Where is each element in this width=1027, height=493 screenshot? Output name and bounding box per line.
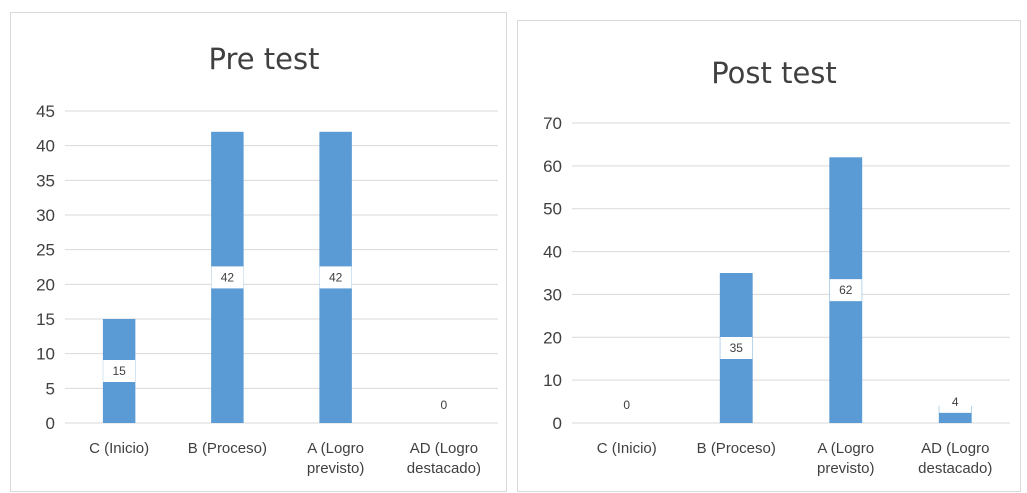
pre-data-label-box-1	[211, 266, 244, 289]
post-data-label-2: 62	[839, 283, 853, 297]
pre-data-label-1: 42	[221, 270, 235, 284]
post-category-label-1: B (Proceso)	[697, 440, 776, 457]
pre-y-tick-label: 35	[36, 171, 55, 190]
post-test-chart-panel: Post test 0 10 20 30 40 50 60 70 0 C (Inicio) 35 B (…	[517, 20, 1021, 492]
post-y-tick-label: 60	[543, 157, 562, 176]
post-category-label-3: AD (Logro	[921, 440, 989, 457]
pre-category-label-3: AD (Logro	[410, 440, 478, 457]
post-y-tick-label: 30	[543, 285, 562, 304]
pre-category-label-2: previsto)	[307, 460, 365, 477]
post-category-label-2: A (Logro	[817, 440, 874, 457]
post-chart-title: Post test	[711, 56, 837, 90]
post-category-label-0: C (Inicio)	[597, 440, 657, 457]
pre-category-label-2: A (Logro	[307, 440, 364, 457]
pre-data-label-0: 15	[112, 364, 126, 378]
pre-chart-title: Pre test	[208, 42, 319, 76]
post-category-label-2: previsto)	[817, 460, 875, 477]
post-y-tick-label: 70	[543, 114, 562, 133]
pre-test-chart: Pre test 0 5 10 15 20 25 30 35 40 45 15 C (Inicio) 42…	[36, 42, 498, 477]
post-data-label-1: 35	[730, 341, 744, 355]
pre-test-chart-panel: Pre test 0 5 10 15 20 25 30 35 40 45 15 C (Inicio) 42…	[10, 12, 507, 492]
post-data-label-3: 4	[952, 395, 959, 409]
post-test-chart: Post test 0 10 20 30 40 50 60 70 0 C (Inicio) 35 B (…	[543, 56, 1010, 477]
pre-y-tick-label: 0	[46, 414, 55, 433]
post-y-tick-label: 0	[553, 414, 562, 433]
pre-y-tick-label: 5	[46, 379, 55, 398]
pre-data-label-2: 42	[329, 270, 343, 284]
pre-data-label-3: 0	[441, 398, 448, 412]
pre-category-label-3: destacado)	[407, 460, 481, 477]
post-data-label-box-1	[720, 337, 753, 359]
pre-y-tick-label: 15	[36, 310, 55, 329]
pre-y-tick-label: 10	[36, 345, 55, 364]
pre-y-tick-label: 20	[36, 275, 55, 294]
pre-data-label-box-2	[319, 266, 352, 289]
pre-y-tick-label: 30	[36, 206, 55, 225]
pre-y-tick-label: 45	[36, 102, 55, 121]
post-data-label-box-3	[939, 390, 972, 413]
pre-data-label-box-0	[103, 360, 136, 382]
post-y-tick-label: 50	[543, 200, 562, 219]
post-category-label-3: destacado)	[918, 460, 992, 477]
post-y-tick-label: 10	[543, 371, 562, 390]
post-y-tick-label: 40	[543, 243, 562, 262]
pre-category-label-1: B (Proceso)	[188, 440, 267, 457]
pre-category-label-0: C (Inicio)	[89, 440, 149, 457]
post-data-label-box-2	[829, 279, 862, 302]
post-data-label-0: 0	[623, 398, 630, 412]
pre-y-tick-label: 25	[36, 241, 55, 260]
post-y-tick-label: 20	[543, 328, 562, 347]
pre-y-tick-label: 40	[36, 137, 55, 156]
